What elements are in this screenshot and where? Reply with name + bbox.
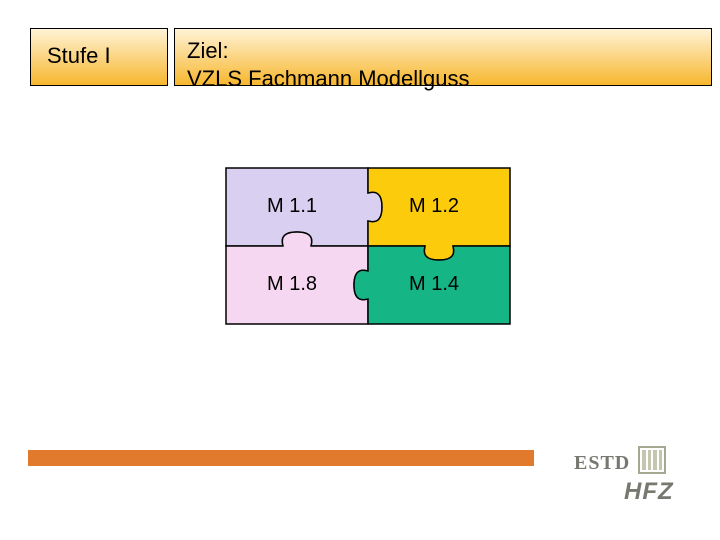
puzzle-group: M 1.1 M 1.2 M 1.8 M 1.4	[226, 168, 510, 324]
puzzle-piece-label: M 1.1	[267, 195, 317, 218]
logo-hfz-text: HFZ	[624, 478, 674, 506]
puzzle-piece-label: M 1.8	[267, 273, 317, 296]
bottom-accent-bar	[28, 450, 534, 466]
puzzle-svg	[208, 150, 528, 342]
stufe-label: Stufe I	[47, 43, 111, 68]
logo-estd-text: ESTD	[574, 452, 630, 475]
ziel-box: Ziel: VZLS Fachmann Modellguss	[174, 28, 712, 86]
ziel-line2: VZLS Fachmann Modellguss	[187, 66, 469, 91]
stufe-box: Stufe I	[30, 28, 168, 86]
puzzle-piece-label: M 1.4	[409, 273, 459, 296]
logo-square-icon	[638, 446, 666, 474]
ziel-line1: Ziel:	[187, 38, 229, 63]
puzzle-piece-label: M 1.2	[409, 195, 459, 218]
